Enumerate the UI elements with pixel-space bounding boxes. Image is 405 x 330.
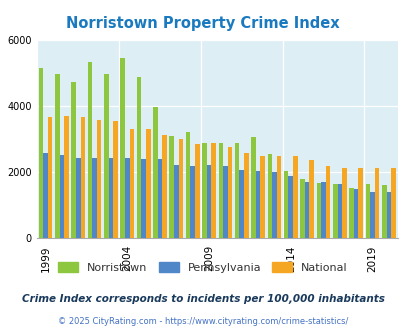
Bar — [185, 132, 190, 238]
Bar — [255, 171, 260, 238]
Bar — [348, 188, 353, 238]
Legend: Norristown, Pennsylvania, National: Norristown, Pennsylvania, National — [54, 258, 351, 278]
Bar — [332, 184, 337, 238]
Bar — [80, 117, 85, 238]
Bar — [48, 117, 52, 238]
Bar — [120, 58, 125, 238]
Bar — [239, 170, 243, 238]
Bar — [381, 185, 386, 238]
Bar — [153, 107, 157, 238]
Bar — [218, 143, 222, 238]
Bar — [222, 166, 227, 238]
Bar — [87, 62, 92, 238]
Bar — [178, 139, 183, 238]
Bar — [353, 189, 358, 238]
Bar — [169, 136, 174, 238]
Bar — [374, 168, 378, 238]
Bar — [251, 137, 255, 238]
Bar — [97, 120, 101, 238]
Bar — [55, 74, 60, 238]
Bar — [202, 143, 206, 238]
Bar — [341, 168, 346, 238]
Bar — [76, 158, 80, 238]
Bar — [206, 165, 211, 238]
Bar — [386, 192, 390, 238]
Bar — [125, 158, 129, 238]
Bar — [320, 182, 325, 238]
Bar — [129, 129, 134, 238]
Text: © 2025 CityRating.com - https://www.cityrating.com/crime-statistics/: © 2025 CityRating.com - https://www.city… — [58, 317, 347, 326]
Text: Norristown Property Crime Index: Norristown Property Crime Index — [66, 16, 339, 31]
Bar — [64, 116, 68, 238]
Bar — [145, 129, 150, 238]
Bar — [365, 184, 369, 238]
Bar — [304, 182, 309, 238]
Bar — [104, 74, 109, 238]
Bar — [267, 154, 271, 238]
Bar — [211, 143, 215, 238]
Bar — [234, 143, 239, 238]
Bar — [136, 77, 141, 238]
Bar — [276, 156, 281, 238]
Bar — [190, 166, 194, 238]
Bar — [271, 172, 276, 238]
Bar — [369, 192, 374, 238]
Bar — [162, 135, 166, 238]
Bar — [92, 158, 97, 238]
Bar — [38, 68, 43, 238]
Bar — [109, 158, 113, 238]
Bar — [300, 179, 304, 238]
Bar — [243, 153, 248, 238]
Bar — [174, 165, 178, 238]
Bar — [194, 144, 199, 238]
Bar — [157, 159, 162, 238]
Bar — [60, 155, 64, 238]
Bar — [113, 121, 117, 238]
Bar — [358, 168, 362, 238]
Bar — [309, 160, 313, 238]
Bar — [227, 147, 232, 238]
Bar — [71, 82, 76, 238]
Bar — [283, 171, 288, 238]
Text: Crime Index corresponds to incidents per 100,000 inhabitants: Crime Index corresponds to incidents per… — [21, 294, 384, 304]
Bar — [292, 156, 297, 238]
Bar — [288, 176, 292, 238]
Bar — [43, 153, 48, 238]
Bar — [316, 183, 320, 238]
Bar — [390, 168, 395, 238]
Bar — [260, 156, 264, 238]
Bar — [141, 159, 145, 238]
Bar — [325, 166, 330, 238]
Bar — [337, 184, 341, 238]
